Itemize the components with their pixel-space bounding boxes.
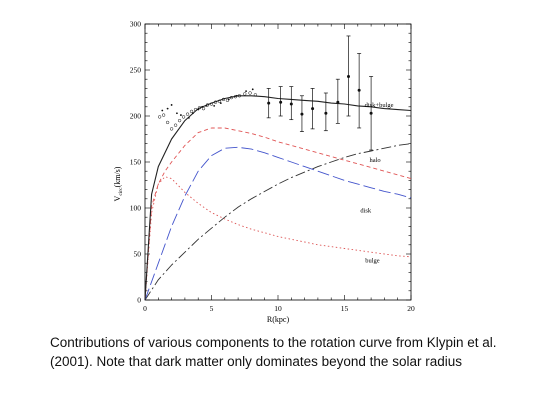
x-tick-label: 10 [274,304,282,313]
series-layer [144,95,412,301]
x-tick-label: 0 [143,304,147,313]
data-point-open [157,115,162,119]
data-point-open [177,118,182,123]
y-tick-label: 0 [137,296,141,305]
data-point-open [248,91,252,95]
curve-label-disk-bulge: disk+bulge [365,102,394,109]
data-point-open [205,103,210,107]
curve-disk [144,146,412,301]
data-point-filled [201,105,204,108]
data-point-outer [357,88,361,92]
rotation-curve-chart: 0 5 10 15 20050100150200250300R(kpc)Vcirc(km… [113,20,415,325]
data-point-open [161,113,166,117]
curve-label-halo: halo [369,157,380,164]
data-point-filled [205,104,208,107]
data-point-open [173,123,178,127]
caption-line-2: (2001). Note that dark matter only domin… [50,354,462,369]
data-point-filled [166,107,169,110]
data-point-filled [227,98,230,101]
data-point-open [243,92,247,96]
x-axis-label: R(kpc) [267,315,290,324]
caption-line-1: Contributions of various components to t… [50,335,497,350]
data-point-open [253,93,258,97]
data-point-outer [324,111,328,115]
data-point-open [181,115,186,119]
data-point-outer [279,100,283,104]
x-tick-label: 5 [210,304,214,313]
data-point-open [221,97,226,102]
x-tick-label: 15 [341,304,349,313]
data-point-open [189,109,194,114]
data-point-filled [245,90,247,93]
data-point-filled [213,104,216,107]
data-point-filled [170,104,173,106]
data-point-filled [161,109,164,112]
data-point-outer [267,101,271,105]
x-tick-label: 20 [407,304,415,313]
data-point-filled [219,102,222,105]
figure-caption: Contributions of various components to t… [50,333,520,371]
curve-label-disk: disk [360,208,372,215]
data-point-open [169,127,174,131]
data-point-outer [289,102,293,106]
data-point-open [197,106,202,110]
data-point-outer [300,112,304,116]
curve-disk-bulge [144,127,412,301]
labels-layer: halo disk+bulge disk bulge [360,102,393,264]
data-point-outer [346,74,350,78]
data-point-open [165,120,170,125]
curve-total [144,95,412,301]
y-tick-label: 200 [130,112,142,121]
data-point-open [213,100,218,104]
y-tick-label: 50 [134,250,142,259]
data-point-filled [197,108,200,111]
data-point-filled [176,112,178,115]
data-point-open [225,98,230,103]
data-point-open [209,102,214,106]
data-point-outer [369,111,373,115]
data-point-filled [191,112,194,115]
data-point-open [217,99,222,103]
curve-label-bulge: bulge [365,257,380,264]
y-tick-label: 300 [130,20,142,29]
data-point-outer [336,100,340,104]
data-points-layer [157,35,374,151]
data-point-filled [235,94,238,97]
y-tick-label: 150 [130,158,142,167]
axes-layer: 0 5 10 15 20050100150200250300R(kpc)Vcirc(km… [113,20,415,325]
data-point-open [185,112,190,116]
data-point-filled [251,88,254,91]
curve-halo [144,143,412,301]
y-tick-label: 250 [130,66,142,75]
data-point-open [229,95,234,100]
data-point-open [233,95,238,99]
data-point-open [201,106,206,111]
data-point-open [193,107,198,112]
data-point-filled [187,116,190,119]
data-point-outer [311,107,315,111]
y-axis-label: Vcirc(km/s) [113,166,124,201]
data-point-open [237,94,242,98]
y-tick-label: 100 [130,204,142,213]
data-point-filled [180,114,182,116]
